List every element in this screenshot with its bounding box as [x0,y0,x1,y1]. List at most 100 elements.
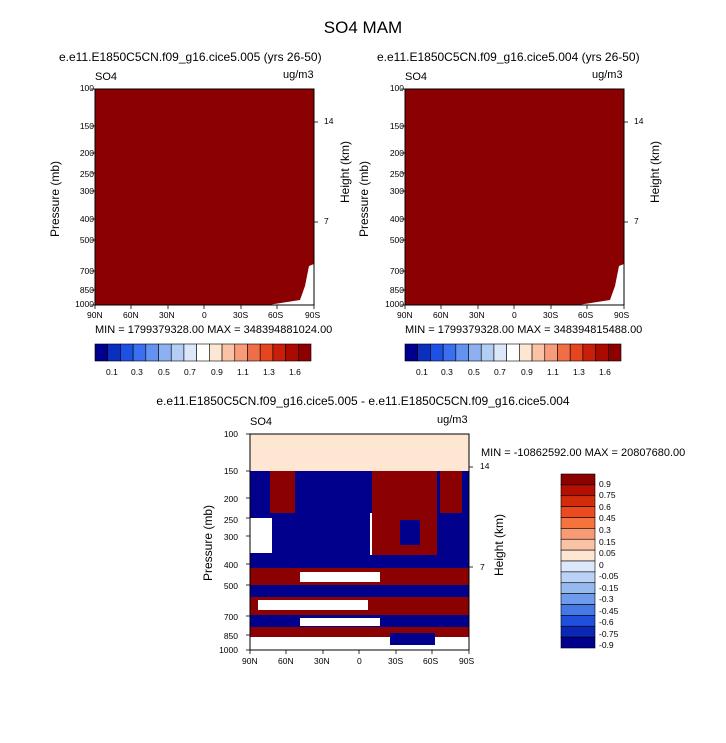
cb1-swatch [209,343,223,362]
p3-ytick-250: 250 [223,515,238,525]
p2-ytick-700: 700 [389,266,404,276]
p3-ytick-300: 300 [223,532,238,542]
cb2-swatch [404,343,419,362]
cb3-swatch [560,495,596,507]
cb1-swatch [158,343,172,362]
cb1-swatch [259,343,274,362]
cb3-label-10: -0.3 [599,594,614,604]
p2-rtick-14: 14 [634,116,644,126]
p2-xtick-60n: 60N [433,310,449,320]
cb1-swatch [170,343,185,362]
p3-xtick-30n: 30N [314,656,330,666]
page-title: SO4 MAM [323,18,403,37]
cb1-label-3: 0.7 [184,367,196,377]
cb2-swatch [480,343,495,362]
cb2-swatch [519,343,533,362]
p2-xtick-90n: 90N [397,310,413,320]
panel3-band-j [250,555,437,570]
p2-ytick-500: 500 [389,235,404,245]
cb1-swatch [120,343,134,362]
panel3-frame [249,433,470,651]
cb2-swatch [607,343,622,362]
cb2-label-7: 1.6 [599,367,611,377]
cb3-label-3: 0.45 [599,513,616,523]
p3-xtick-0: 0 [357,656,362,666]
colorbar1 [94,343,312,362]
panel2-plot [404,88,625,306]
panel2-title: e.e11.E1850C5CN.f09_g16.cice5.004 (yrs 2… [377,50,640,64]
cb3-label-13: -0.75 [599,629,619,639]
tick-marks [91,88,628,654]
cb3-swatch [560,604,596,616]
panel1-var-label: SO4 [95,71,118,83]
panel2-var-label: SO4 [405,71,428,83]
cb3-label-0: 0.9 [599,479,611,489]
p2-ytick-100: 100 [389,83,404,93]
cb3-swatch [560,517,596,529]
panel3-band-t [390,633,435,645]
panel3-band-d [440,471,462,521]
cb3-swatch [560,615,596,627]
panel3-band-f [250,518,272,553]
cb3-label-6: 0.05 [599,548,616,558]
p1-ytick-150: 150 [79,121,94,131]
p1-ytick-200: 200 [79,148,94,158]
cb3-swatch [560,538,596,551]
cb3-swatch [560,528,596,540]
cb2-swatch [506,343,520,362]
cb1-swatch [183,343,197,362]
cb2-swatch [417,343,431,362]
p3-xtick-90s: 90S [459,656,475,666]
p2-ytick-400: 400 [389,214,404,224]
cb1-swatch [107,343,121,362]
cb2-swatch [557,343,571,362]
p1-xtick-60n: 60N [123,310,139,320]
cb2-swatch [582,343,596,362]
p3-ytick-200: 200 [223,494,238,504]
panel2-nodata-corner [578,264,624,305]
panel3-var-label: SO4 [250,416,273,428]
cb3-label-14: -0.9 [599,640,614,650]
cb1-label-2: 0.5 [158,367,170,377]
p3-ytick-850: 850 [223,631,238,641]
cb1-swatch [221,343,236,362]
cb2-swatch [595,343,609,362]
panel3-minmax: MIN = -10862592.00 MAX = 20807680.00 [481,447,686,459]
p1-xtick-60s: 60S [268,310,284,320]
p1-xtick-90n: 90N [87,310,103,320]
p1-ytick-1000: 1000 [75,299,94,309]
panel3-band-l [300,572,380,582]
p2-ytick-300: 300 [389,186,404,196]
p1-ytick-700: 700 [79,266,94,276]
panel1-plot [94,88,315,306]
panel3-plot [249,433,470,651]
p2-ytick-150: 150 [389,121,404,131]
p2-rtick-7: 7 [634,216,639,226]
p2-ytick-1000: 1000 [385,299,404,309]
cb2-label-4: 0.9 [521,367,533,377]
p1-xtick-0: 0 [202,310,207,320]
p2-ytick-850: 850 [389,285,404,295]
panel1-title: e.e11.E1850C5CN.f09_g16.cice5.005 (yrs 2… [59,50,322,64]
p2-xtick-30s: 30S [543,310,559,320]
panel1-nodata-corner [268,264,314,305]
cb3-swatch [560,473,596,486]
colorbar3 [560,473,596,649]
panel1-units: ug/m3 [283,69,314,81]
p1-xtick-30s: 30S [233,310,249,320]
cb2-swatch [442,343,457,362]
p1-rtick-7: 7 [324,216,329,226]
panel1-frame [94,88,315,306]
p3-ytick-1000: 1000 [219,645,238,655]
p3-ytick-100: 100 [223,429,238,439]
cb3-label-11: -0.45 [599,606,619,616]
p3-ytick-500: 500 [223,581,238,591]
cb1-swatch [297,343,312,362]
cb3-swatch [560,625,596,638]
panel3-band-q [300,618,380,626]
p1-xtick-30n: 30N [159,310,175,320]
panel1-field-fill [95,89,314,305]
cb2-swatch [430,343,444,362]
cb2-label-6: 1.3 [573,367,585,377]
p1-ytick-250: 250 [79,169,94,179]
